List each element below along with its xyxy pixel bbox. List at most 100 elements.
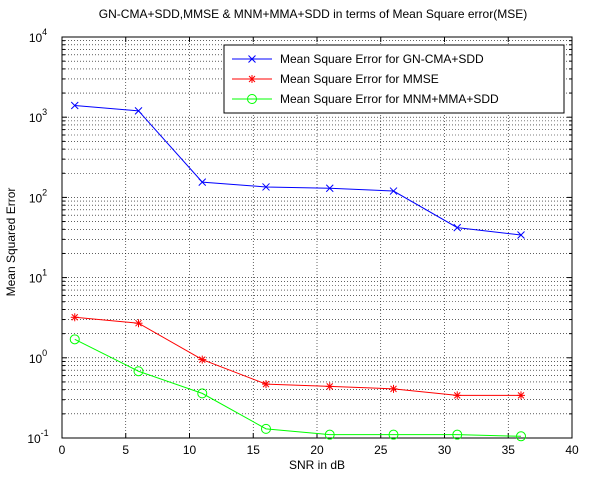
y-tick-label: 101 [29,268,47,286]
y-tick-label: 102 [29,187,47,205]
marker-stroke [388,429,399,440]
legend-label: Mean Square Error for GN-CMA+SDD [280,52,484,66]
y-tick-exponent: 2 [42,187,47,197]
y-tick-label: 103 [29,107,47,125]
data-point-marker [69,334,80,345]
data-point-marker [389,187,398,195]
marker-stroke [247,94,257,104]
x-axis-label: SNR in dB [289,458,345,472]
y-tick-label: 100 [29,348,47,366]
marker-stroke [133,366,144,377]
series-line [74,338,522,437]
marker-stroke [134,106,143,115]
data-point-marker [248,75,256,83]
marker-stroke [198,356,206,363]
chart-title: GN-CMA+SDD,MMSE & MNM+MMA+SDD in terms o… [99,7,527,21]
y-tick-base: 10 [29,31,43,45]
data-point-marker [325,184,334,193]
data-point-marker [133,366,144,377]
y-tick-label: 104 [29,27,47,45]
data-point-marker [261,423,271,434]
y-tick-exponent: 0 [42,348,47,358]
data-point-marker [516,431,526,442]
y-tick-exponent: 3 [42,107,47,117]
data-point-marker [70,101,79,110]
y-axis-label: Mean Squared Error [4,188,18,297]
marker-stroke [390,385,397,393]
x-tick-label: 35 [502,443,516,457]
data-point-marker [198,355,207,364]
series-line [74,104,522,236]
y-tick-base: 10 [29,272,43,286]
data-point-marker [388,429,399,440]
marker-stroke [261,423,271,434]
series-line [74,316,521,396]
series-3 [69,334,526,442]
data-point-marker [452,429,463,440]
marker-stroke [71,313,79,321]
marker-stroke [248,75,256,83]
legend-entry: Mean Square Error for MNM+MMA+SDD [232,92,499,106]
x-tick-label: 30 [438,443,452,457]
legend: Mean Square Error for GN-CMA+SDD Mean Squ… [223,44,565,114]
y-tick-base: 10 [29,352,43,366]
data-point-marker [134,106,143,115]
x-tick-label: 15 [247,443,261,457]
x-tick-label: 40 [565,443,579,457]
y-tick-label: 10-1 [27,428,48,446]
marker-stroke [517,392,525,399]
marker-stroke [262,183,270,191]
y-tick-exponent: -1 [41,428,49,438]
marker-stroke [452,429,463,440]
data-point-marker [70,313,79,322]
data-point-marker [453,223,462,232]
x-tick-label: 10 [183,443,197,457]
marker-stroke [516,431,526,442]
x-tick-label: 5 [122,443,129,457]
data-point-marker [198,178,207,186]
series-1 [70,101,525,239]
data-point-marker [262,380,270,389]
data-point-marker [134,319,143,328]
marker-stroke [70,101,79,110]
marker-stroke [198,178,207,186]
marker-stroke [325,184,334,193]
marker-stroke [262,380,270,388]
y-tick-base: 10 [29,111,43,125]
marker-stroke [389,187,398,195]
data-point-marker [248,55,256,63]
series-2 [70,313,525,400]
y-tick-base: 10 [27,432,41,446]
legend-label: Mean Square Error for MNM+MMA+SDD [280,92,499,106]
legend-label: Mean Square Error for MMSE [280,72,439,86]
x-tick-label: 0 [59,443,66,457]
y-tick-exponent: 4 [42,27,47,37]
legend-entry: Mean Square Error for GN-CMA+SDD [232,52,484,66]
data-point-marker [517,231,525,239]
y-tick-exponent: 1 [42,268,47,278]
marker-stroke [453,223,462,232]
data-point-marker [324,429,335,440]
marker-stroke [197,388,208,399]
data-point-marker [262,183,270,191]
marker-stroke [517,231,525,239]
data-series [69,101,526,442]
legend-entry: Mean Square Error for MMSE [232,72,439,86]
x-tick-label: 25 [374,443,388,457]
marker-stroke [69,334,80,345]
data-point-marker [389,384,398,393]
data-point-marker [453,391,462,400]
marker-stroke [248,55,256,63]
data-point-marker [197,388,208,399]
marker-stroke [326,383,334,390]
legend-box [223,44,565,114]
marker-stroke [324,429,335,440]
x-tick-label: 20 [310,443,324,457]
y-tick-base: 10 [29,191,43,205]
marker-stroke [453,392,461,399]
data-point-marker [325,382,334,391]
data-point-marker [517,391,525,400]
data-point-marker [247,94,257,104]
